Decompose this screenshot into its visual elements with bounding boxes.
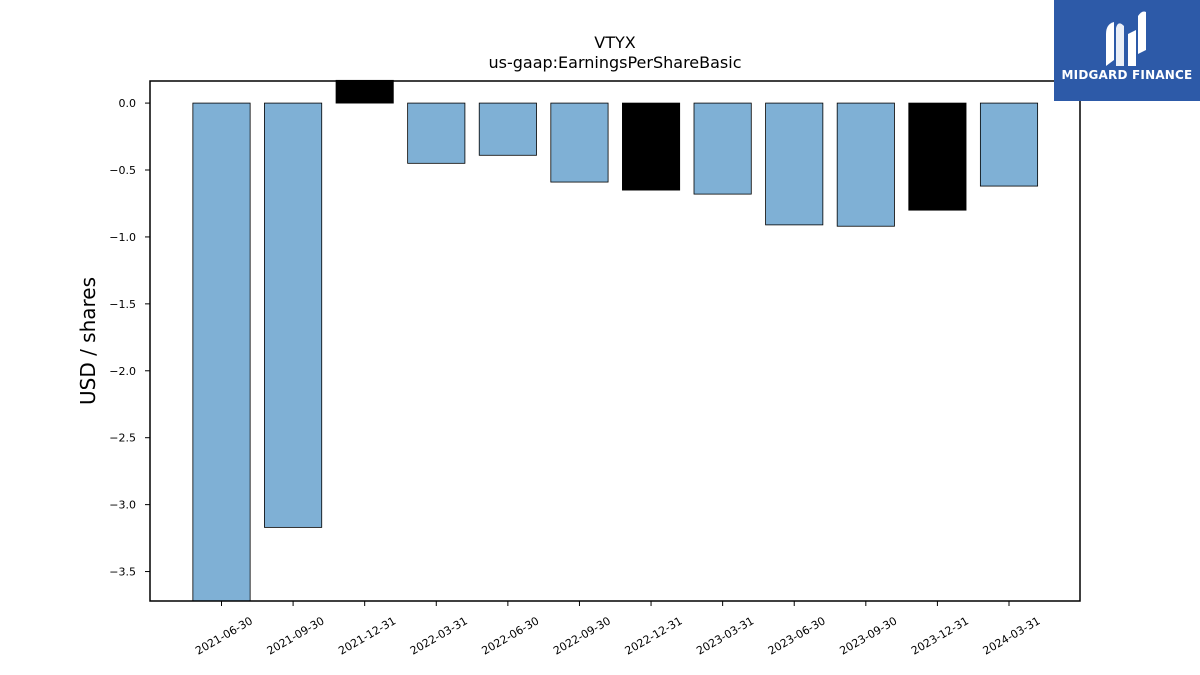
bar-2023-12-31 — [908, 102, 967, 211]
midgard-finance-logo: MIDGARD FINANCE — [1054, 0, 1200, 101]
y-tick-label: −3.5 — [109, 566, 136, 579]
y-tick-label: −2.5 — [109, 432, 136, 445]
bar-2023-09-30 — [836, 102, 895, 227]
bar-2021-12-31 — [335, 79, 394, 104]
bar-2021-06-30 — [192, 102, 251, 602]
logo-text: MIDGARD FINANCE — [1061, 68, 1193, 82]
bar-2022-06-30 — [478, 102, 537, 156]
x-tick-label: 2022-12-31 — [623, 614, 685, 657]
chart-title: VTYX — [594, 33, 635, 52]
x-tick-label: 2021-06-30 — [193, 614, 255, 657]
x-tick-label: 2023-12-31 — [909, 614, 971, 657]
x-tick-label: 2022-06-30 — [479, 614, 541, 657]
bar-2022-09-30 — [550, 102, 609, 183]
y-tick-label: −0.5 — [109, 164, 136, 177]
bar-2023-03-31 — [693, 102, 752, 195]
x-tick-label: 2022-03-31 — [408, 614, 470, 657]
y-tick-label: 0.0 — [119, 97, 137, 110]
y-tick-label: −1.0 — [109, 231, 136, 244]
y-tick-label: −1.5 — [109, 298, 136, 311]
y-tick-label: −3.0 — [109, 499, 136, 512]
plot-area-frame — [149, 80, 1081, 602]
bar-2022-12-31 — [622, 102, 681, 191]
x-tick-label: 2024-03-31 — [981, 614, 1043, 657]
x-tick-label: 2023-06-30 — [766, 614, 828, 657]
midgard-logo-icon — [1106, 11, 1146, 66]
bar-2022-03-31 — [407, 102, 466, 164]
x-tick-label: 2021-09-30 — [265, 614, 327, 657]
x-tick-label: 2023-03-31 — [694, 614, 756, 657]
x-tick-label: 2023-09-30 — [837, 614, 899, 657]
x-tick-label: 2022-09-30 — [551, 614, 613, 657]
y-axis-label: USD / shares — [76, 277, 100, 405]
bar-2023-06-30 — [765, 102, 824, 226]
chart-subtitle: us-gaap:EarningsPerShareBasic — [488, 53, 741, 72]
bar-2021-09-30 — [264, 102, 323, 528]
bar-2024-03-31 — [979, 102, 1039, 187]
x-tick-label: 2021-12-31 — [336, 614, 398, 657]
y-tick-label: −2.0 — [109, 365, 136, 378]
